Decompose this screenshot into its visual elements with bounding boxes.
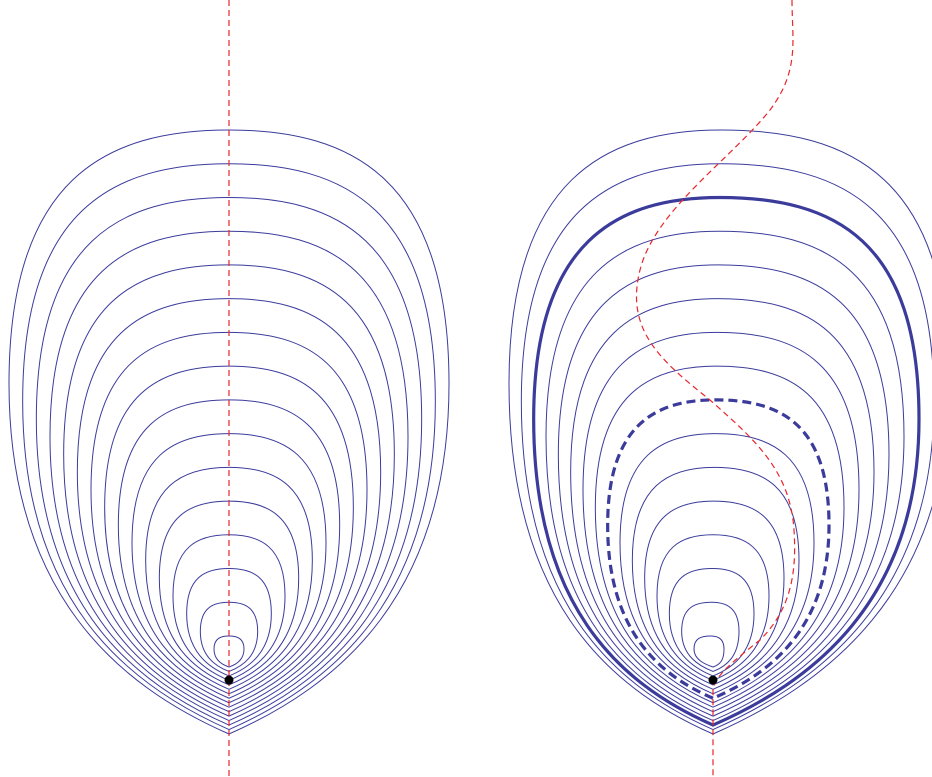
contour-line <box>619 433 815 695</box>
contour-line <box>582 331 860 708</box>
contour-line <box>76 298 382 713</box>
contour-line <box>644 500 785 686</box>
contour-line <box>656 534 770 681</box>
contour-line <box>668 568 755 677</box>
contour-line <box>117 399 341 699</box>
right-focus-point <box>708 675 718 685</box>
contour-line <box>186 568 272 677</box>
contour-line <box>594 365 845 704</box>
contour-line <box>606 398 831 701</box>
contour-line <box>693 635 725 668</box>
contour-line <box>570 298 875 713</box>
contour-line <box>508 129 932 735</box>
contour-line <box>520 163 932 731</box>
contour-line <box>104 365 354 704</box>
contour-line <box>532 195 921 727</box>
contour-line <box>35 196 423 726</box>
contour-line <box>557 264 890 717</box>
left-focus-point <box>224 675 234 685</box>
left-panel <box>8 0 450 777</box>
contour-line <box>172 534 286 681</box>
contour-line <box>145 466 313 690</box>
right-curved-axis <box>635 0 796 777</box>
contour-line <box>631 466 800 690</box>
right-contours <box>508 129 932 735</box>
contour-line <box>545 230 905 722</box>
right-panel <box>508 0 932 777</box>
contour-line <box>681 601 740 673</box>
